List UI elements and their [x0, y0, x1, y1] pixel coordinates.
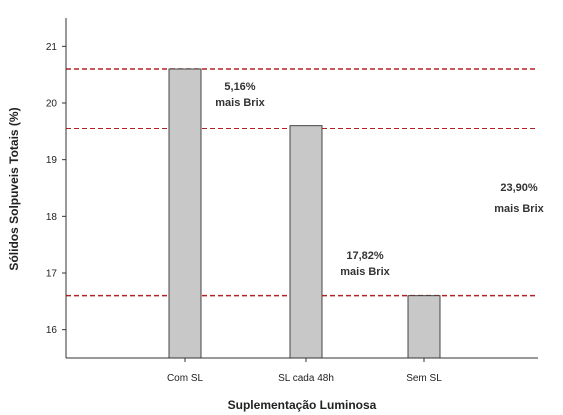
annotation-2-percent: 17,82% — [346, 250, 384, 262]
bar-3 — [407, 295, 441, 359]
y-axis-title: Sólidos Solpuveis Totais (%) — [7, 107, 21, 270]
x-tick-label: Com SL — [167, 373, 204, 384]
y-tick-label: 21 — [46, 42, 58, 53]
y-tick-label: 16 — [46, 325, 58, 336]
annotation-1-percent: 5,16% — [224, 81, 255, 93]
annotation-1-label: mais Brix — [215, 97, 265, 109]
annotation-2: 17,82% mais Brix — [340, 250, 390, 278]
axes — [65, 18, 538, 359]
y-tick-label: 20 — [46, 99, 58, 110]
y-tick-label: 18 — [46, 212, 58, 223]
y-tick-label: 19 — [46, 155, 58, 166]
annotation-3: 23,90% mais Brix — [494, 182, 544, 215]
x-ticks: Com SL SL cada 48h Sem SL — [167, 358, 442, 384]
annotation-3-label: mais Brix — [494, 203, 544, 215]
y-ticks: 16 17 18 19 20 21 — [46, 42, 66, 336]
x-axis-title: Suplementação Luminosa — [228, 398, 377, 412]
bar-2 — [289, 125, 323, 359]
bars — [168, 68, 441, 359]
x-tick-label: Sem SL — [406, 373, 442, 384]
bar-1 — [168, 68, 202, 359]
annotation-2-label: mais Brix — [340, 266, 390, 278]
x-tick-label: SL cada 48h — [278, 373, 334, 384]
y-tick-label: 17 — [46, 269, 58, 280]
annotation-3-percent: 23,90% — [500, 182, 538, 194]
annotation-1: 5,16% mais Brix — [215, 81, 265, 109]
